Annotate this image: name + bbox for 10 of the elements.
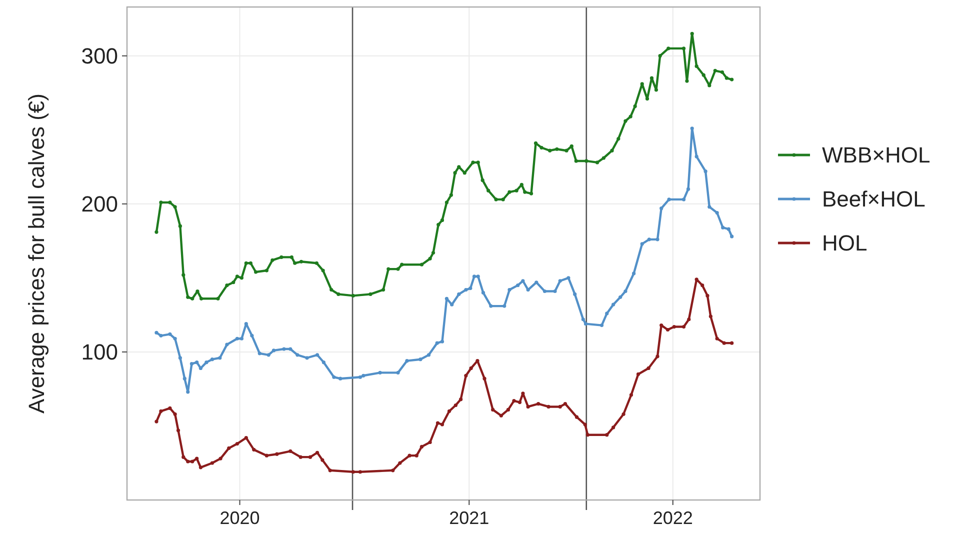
y-axis-title: Average prices for bull calves (€) [24, 94, 49, 414]
y-tick-label: 200 [81, 192, 118, 217]
legend-label: HOL [822, 230, 868, 256]
x-tick-label: 2021 [449, 508, 490, 528]
y-tick-label: 100 [81, 340, 118, 365]
y-tick-label: 300 [81, 44, 118, 69]
x-tick-label: 2020 [220, 508, 260, 528]
legend-label: WBB×HOL [822, 142, 930, 168]
legend-label: Beef×HOL [822, 186, 926, 212]
x-tick-label: 2022 [652, 508, 693, 528]
